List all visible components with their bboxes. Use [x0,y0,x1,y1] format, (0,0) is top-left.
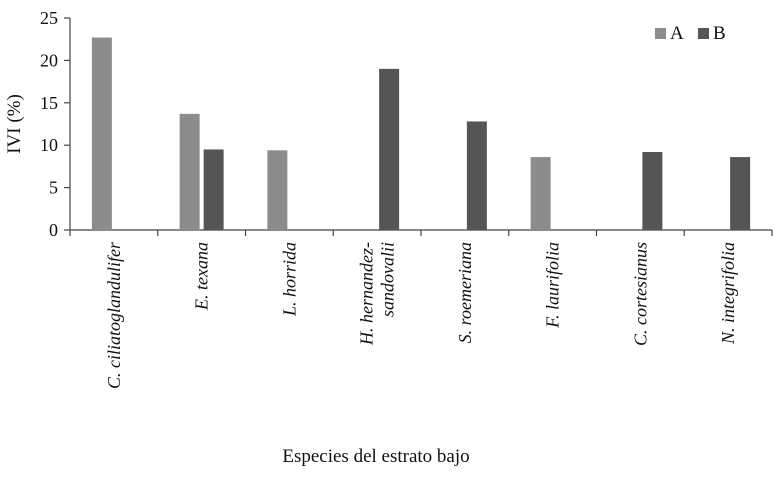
category-label: C. ciliatoglandulifer [104,241,124,389]
bar-B [730,157,751,230]
bar-B [466,121,487,230]
y-axis-title: IVI (%) [4,94,25,154]
category-label: C. cortesianus [630,242,650,346]
bars [91,37,751,231]
y-tick-label: 25 [40,8,58,28]
category-label: S. roemeriana [455,242,475,343]
category-label: H. hernandez-sandovalii [357,242,398,346]
bar-A [179,113,200,230]
y-tick-label: 0 [49,220,58,240]
category-label: N. integrifolia [718,242,738,345]
bar-B [203,149,224,230]
y-ticks: 0 5 10 15 20 25 [40,8,70,240]
category-label: F. laurifolia [543,242,563,329]
bar-A [267,150,288,230]
legend-label-B: B [713,23,726,44]
category-label: L. horrida [279,242,299,317]
x-ticks [69,230,773,236]
bar-A [530,157,551,230]
y-tick-label: 20 [40,50,58,70]
y-tick-label: 15 [40,93,58,113]
x-axis-title: Especies del estrato bajo [282,446,469,467]
y-tick-label: 5 [49,178,58,198]
legend-label-A: A [670,23,684,44]
legend-swatch-B [698,28,709,39]
category-labels: C. ciliatoglandulifer E. texana L. horrida… [104,241,738,389]
legend-swatch-A [655,28,666,39]
bar-A [91,37,112,231]
category-label: E. texana [192,242,212,311]
axes [69,18,772,231]
bar-B [642,151,663,230]
bar-B [379,68,400,230]
y-tick-label: 10 [40,135,58,155]
